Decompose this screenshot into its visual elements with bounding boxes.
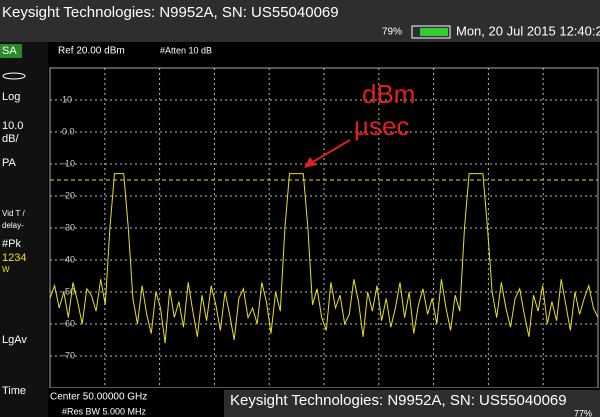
res-bw: #Res BW 5.000 MHz — [62, 406, 147, 416]
sidebar-label: W — [2, 265, 10, 274]
footer-overlay — [224, 390, 600, 417]
sidebar-label: PA — [2, 157, 17, 169]
sidebar — [0, 42, 48, 417]
sidebar-label: delay- — [2, 221, 24, 230]
footer-battery: 77% — [574, 408, 592, 417]
sidebar-label: #Pk — [2, 238, 21, 250]
y-tick-label: -10 — [62, 158, 75, 168]
footer-title: Keysight Technologies: N9952A, SN: US550… — [230, 392, 567, 409]
sidebar-label: Time — [2, 385, 26, 397]
battery-icon — [411, 25, 451, 39]
plot: 10 0.0 -10 -20 -30 -40 -50 -60 -70 — [49, 67, 599, 389]
y-tick-label: -30 — [62, 222, 75, 232]
y-tick-label: -60 — [62, 318, 75, 328]
header-title: Keysight Technologies: N9952A, SN: US550… — [2, 4, 339, 21]
annotation-line: µsec — [354, 111, 409, 141]
y-tick-label: 10 — [62, 94, 72, 104]
annotation-line: dBm — [362, 79, 415, 109]
sweep-icon — [2, 72, 26, 80]
y-tick-label: -20 — [62, 190, 75, 200]
y-tick-label: -40 — [62, 254, 75, 264]
mode-badge — [0, 44, 22, 58]
attenuation: #Atten 10 dB — [160, 45, 212, 55]
sidebar-label: 1234 — [2, 252, 26, 264]
sidebar-label: LgAv — [2, 334, 27, 346]
center-freq: Center 50.00000 GHz — [50, 392, 147, 403]
sidebar-label: 10.0 — [2, 120, 23, 132]
y-tick-label: -70 — [62, 350, 75, 360]
arrow-head — [304, 157, 316, 168]
y-tick-label: -50 — [62, 286, 75, 296]
trace — [49, 173, 599, 344]
sidebar-label: Log — [2, 91, 20, 103]
sidebar-label: dB/ — [2, 133, 19, 145]
top-bar — [0, 0, 600, 42]
datetime: Mon, 20 Jul 2015 12:40:22 PM — [456, 23, 600, 38]
sidebar-label: SA — [2, 45, 17, 57]
ref-level: Ref 20.00 dBm — [58, 46, 125, 57]
battery-fill — [420, 28, 448, 36]
sidebar-label: Vid T / — [2, 209, 25, 218]
y-tick-label: 0.0 — [62, 126, 75, 136]
battery-level: 79% — [382, 27, 402, 38]
